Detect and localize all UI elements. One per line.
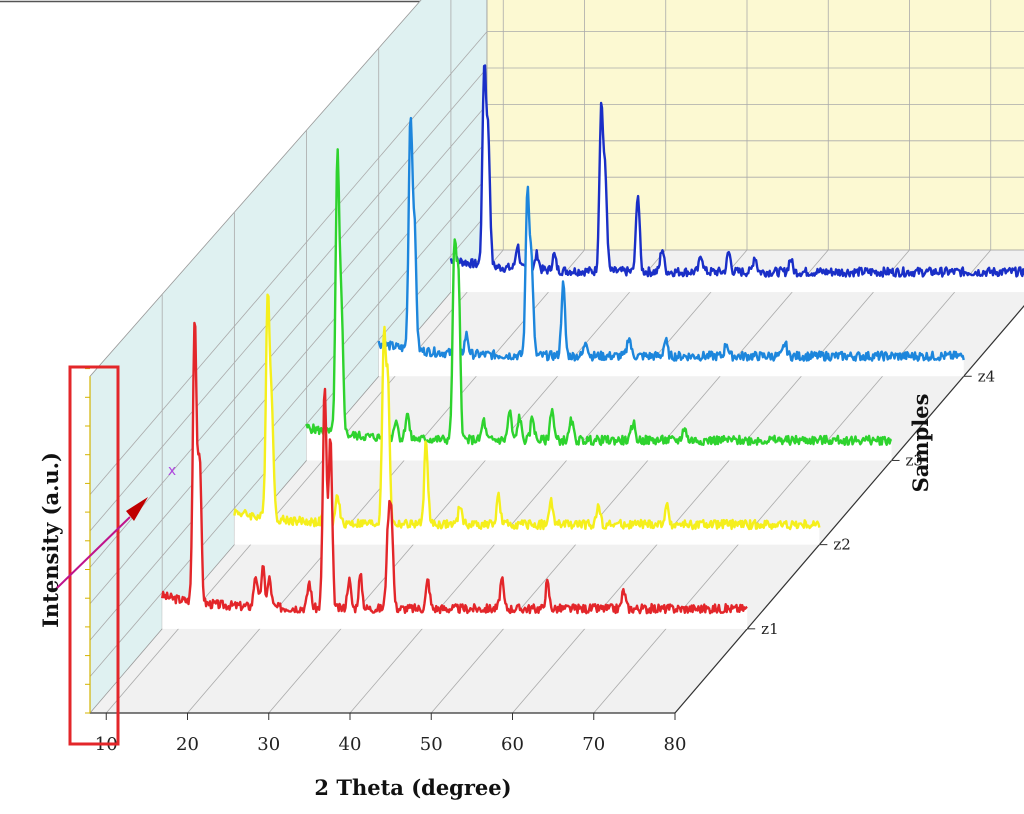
x-tick-label: 30 bbox=[257, 734, 280, 755]
side-wall-grid-line bbox=[89, 213, 488, 677]
peak-marker: x bbox=[168, 463, 176, 479]
side-wall-grid-line bbox=[89, 31, 488, 495]
series-line-z5 bbox=[449, 64, 1024, 278]
side-wall-grid-line bbox=[89, 140, 488, 605]
floor-grid-line bbox=[430, 249, 829, 714]
series-line-z4 bbox=[377, 116, 965, 362]
z-tick-label: z1 bbox=[761, 620, 778, 638]
series-line-z1 bbox=[161, 321, 748, 615]
series-group bbox=[161, 64, 1024, 629]
z-tick-label: z2 bbox=[833, 536, 850, 554]
y-axis-title: Intensity (a.u.) bbox=[38, 452, 63, 628]
side-wall-grid-line bbox=[89, 104, 488, 568]
x-tick-label: 40 bbox=[339, 734, 362, 755]
annotation-arrow-head bbox=[126, 497, 148, 521]
z-tick-label: z3 bbox=[906, 451, 923, 469]
annotations: x bbox=[56, 365, 176, 746]
floor-grid-line bbox=[593, 249, 992, 714]
floor-grid-line bbox=[268, 249, 667, 714]
x-tick-label: 70 bbox=[582, 734, 605, 755]
series-line-z3 bbox=[305, 148, 893, 446]
tick-labels: 1020304050607080z1z2z3z4z5 bbox=[95, 367, 995, 755]
side-wall-grid-line bbox=[89, 67, 488, 532]
side-wall-grid-line bbox=[89, 176, 488, 641]
floor-grid-line bbox=[349, 249, 748, 714]
z-axis-line bbox=[674, 305, 1024, 714]
grid-lines bbox=[89, 0, 1024, 714]
x-tick-label: 80 bbox=[664, 734, 687, 755]
x-tick-label: 20 bbox=[176, 734, 199, 755]
highlight-box bbox=[68, 365, 120, 746]
z-axis-title: Samples bbox=[908, 394, 933, 493]
floor-grid-line bbox=[105, 249, 504, 714]
floor-grid-line bbox=[512, 249, 910, 714]
back-wall-plane bbox=[486, 0, 1024, 251]
z-tick-label: z4 bbox=[978, 367, 995, 385]
annotation-arrow-line bbox=[56, 516, 131, 589]
x-tick-label: 50 bbox=[420, 734, 443, 755]
x-axis-title: 2 Theta (degree) bbox=[314, 775, 511, 800]
x-tick-label: 60 bbox=[501, 734, 524, 755]
